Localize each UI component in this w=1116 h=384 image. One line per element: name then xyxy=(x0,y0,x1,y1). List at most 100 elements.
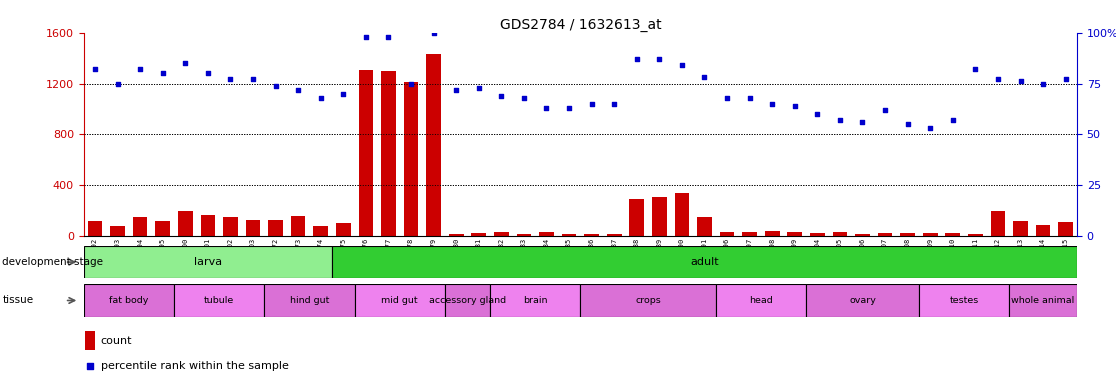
Point xyxy=(560,105,578,111)
Text: development stage: development stage xyxy=(2,257,104,267)
Bar xyxy=(991,211,1006,236)
Point xyxy=(221,76,239,83)
Text: larva: larva xyxy=(194,257,222,267)
Point xyxy=(628,56,646,62)
Bar xyxy=(445,284,490,317)
Point xyxy=(289,86,307,93)
Bar xyxy=(652,197,666,236)
Bar xyxy=(918,284,1009,317)
Point xyxy=(898,121,916,127)
Bar xyxy=(355,284,445,317)
Text: percentile rank within the sample: percentile rank within the sample xyxy=(100,361,289,371)
Bar xyxy=(264,284,355,317)
Bar xyxy=(968,233,983,236)
Point xyxy=(673,62,691,68)
Point xyxy=(651,56,668,62)
Bar xyxy=(945,233,960,236)
Point xyxy=(808,111,826,117)
Bar xyxy=(201,215,215,236)
Bar xyxy=(1058,222,1072,236)
Bar xyxy=(877,233,893,236)
Point xyxy=(966,66,984,72)
Bar xyxy=(810,233,825,236)
Bar xyxy=(674,193,690,236)
Bar xyxy=(381,71,396,236)
Bar xyxy=(494,232,509,236)
Point xyxy=(154,70,172,76)
Bar xyxy=(607,233,622,236)
Text: testes: testes xyxy=(950,296,979,305)
Bar xyxy=(1009,284,1077,317)
Bar xyxy=(698,217,712,236)
Bar xyxy=(291,216,306,236)
Point xyxy=(605,101,623,107)
Bar xyxy=(788,232,802,236)
Bar xyxy=(84,284,174,317)
Text: head: head xyxy=(749,296,772,305)
Point xyxy=(1011,78,1029,84)
Point xyxy=(514,95,532,101)
Bar xyxy=(358,70,373,236)
Bar xyxy=(742,232,757,236)
Bar xyxy=(404,82,418,236)
Point xyxy=(379,34,397,40)
Bar xyxy=(1036,225,1050,236)
Bar xyxy=(110,226,125,236)
Point xyxy=(357,34,375,40)
Point xyxy=(425,30,443,36)
Bar xyxy=(333,246,1077,278)
Text: ovary: ovary xyxy=(849,296,876,305)
Point xyxy=(132,66,150,72)
Point xyxy=(199,70,217,76)
Point xyxy=(86,66,104,72)
Point xyxy=(989,76,1007,83)
Text: whole animal: whole animal xyxy=(1011,296,1075,305)
Point xyxy=(335,91,353,97)
Text: tissue: tissue xyxy=(2,295,33,306)
Text: adult: adult xyxy=(690,257,719,267)
Title: GDS2784 / 1632613_at: GDS2784 / 1632613_at xyxy=(500,18,661,31)
Text: tubule: tubule xyxy=(204,296,234,305)
Point xyxy=(854,119,872,125)
Bar xyxy=(133,217,147,236)
Bar xyxy=(246,220,260,236)
Text: mid gut: mid gut xyxy=(382,296,418,305)
Bar xyxy=(901,233,915,236)
Bar xyxy=(177,211,193,236)
Bar xyxy=(174,284,264,317)
Point xyxy=(402,81,420,87)
Text: fat body: fat body xyxy=(109,296,148,305)
Bar xyxy=(855,233,869,236)
Bar xyxy=(539,232,554,236)
Text: crops: crops xyxy=(635,296,661,305)
Bar xyxy=(923,233,937,236)
Point xyxy=(492,93,510,99)
Point xyxy=(741,95,759,101)
Point xyxy=(81,363,99,369)
Bar xyxy=(833,232,847,236)
Point xyxy=(1057,76,1075,83)
Bar xyxy=(314,226,328,236)
Point xyxy=(763,101,781,107)
Bar xyxy=(720,232,734,236)
Point xyxy=(786,103,804,109)
Bar xyxy=(449,234,463,236)
Point xyxy=(944,117,962,123)
Text: count: count xyxy=(100,336,132,346)
Point xyxy=(831,117,849,123)
Bar xyxy=(88,221,103,236)
Point xyxy=(448,86,465,93)
Point xyxy=(538,105,556,111)
Bar xyxy=(336,223,350,236)
Text: brain: brain xyxy=(523,296,548,305)
Bar xyxy=(490,284,580,317)
Point xyxy=(108,81,126,87)
Point xyxy=(244,76,262,83)
Point xyxy=(583,101,600,107)
Bar xyxy=(764,231,780,236)
Bar xyxy=(155,221,170,236)
Point xyxy=(470,84,488,91)
Point xyxy=(876,107,894,113)
Bar xyxy=(561,233,576,236)
Bar xyxy=(806,284,918,317)
